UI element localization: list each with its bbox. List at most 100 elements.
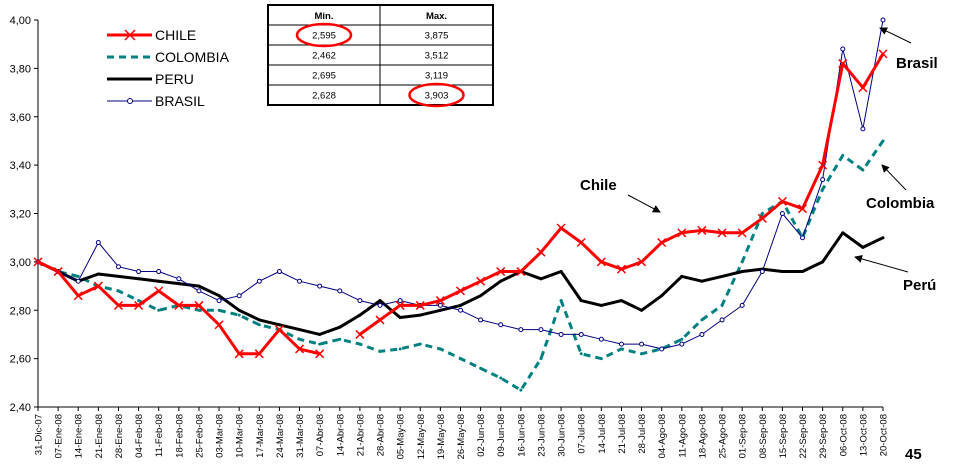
data-point-peru bbox=[116, 274, 120, 278]
data-point-brasil bbox=[95, 240, 101, 246]
x-tick-label: 16-Jun-08 bbox=[516, 414, 527, 457]
y-tick-label: 3,40 bbox=[10, 160, 31, 172]
data-point-chile bbox=[637, 257, 647, 267]
x-tick-label: 05-May-08 bbox=[396, 414, 407, 459]
data-point-chile bbox=[53, 267, 63, 277]
data-point-brasil bbox=[437, 302, 443, 308]
data-point-colombia bbox=[318, 342, 322, 346]
data-point-brasil bbox=[880, 17, 886, 23]
x-tick-label: 28-Jul-08 bbox=[637, 414, 648, 454]
x-tick-label: 17-Mar-08 bbox=[255, 414, 266, 458]
data-point-colombia bbox=[881, 139, 885, 143]
data-point-peru bbox=[257, 318, 261, 322]
stats-table-cell-min: 2,695 bbox=[312, 71, 336, 82]
data-point-colombia bbox=[137, 299, 141, 303]
data-point-brasil bbox=[598, 336, 604, 342]
x-tick-label: 07-Abr-08 bbox=[315, 414, 326, 456]
data-point-colombia bbox=[720, 303, 724, 307]
data-point-brasil bbox=[739, 302, 745, 308]
stats-table-cell-max: 3,512 bbox=[425, 51, 449, 62]
x-tick-label: 13-Oct-08 bbox=[858, 414, 869, 456]
x-tick-label: 21-Jul-08 bbox=[617, 414, 628, 454]
data-point-chile bbox=[455, 286, 466, 296]
legend: CHILE COLOMBIA PERU BRASIL bbox=[107, 27, 230, 109]
data-point-colombia bbox=[157, 308, 161, 312]
data-point-colombia bbox=[700, 318, 704, 322]
data-point-peru bbox=[640, 308, 644, 312]
x-tick-label: 18-Feb-08 bbox=[174, 414, 185, 458]
annotation-arrow-colombia bbox=[881, 164, 907, 191]
data-point-chile bbox=[878, 49, 888, 59]
data-point-peru bbox=[579, 299, 583, 303]
data-point-brasil bbox=[377, 302, 383, 308]
data-point-peru bbox=[438, 308, 442, 312]
x-tick-label: 09-Jun-08 bbox=[496, 414, 507, 457]
x-tick-label: 28-Ene-08 bbox=[114, 414, 125, 458]
data-point-brasil bbox=[759, 269, 765, 275]
data-point-brasil bbox=[176, 276, 182, 282]
annotation-peru: Perú bbox=[903, 277, 936, 294]
data-point-chile bbox=[717, 228, 727, 238]
data-point-chile bbox=[254, 349, 264, 359]
x-tick-label: 14-Abr-08 bbox=[335, 414, 346, 456]
data-point-chile bbox=[355, 329, 365, 339]
data-point-peru bbox=[619, 299, 623, 303]
x-tick-label: 04-Feb-08 bbox=[134, 414, 145, 458]
data-point-peru bbox=[318, 332, 322, 336]
y-tick-label: 2,80 bbox=[10, 305, 31, 317]
data-point-colombia bbox=[640, 352, 644, 356]
y-tick-label: 2,60 bbox=[10, 354, 31, 366]
annotation-arrow-brasil bbox=[879, 27, 912, 44]
data-point-brasil bbox=[558, 331, 564, 337]
data-point-colombia bbox=[821, 187, 825, 191]
data-point-brasil bbox=[397, 298, 403, 304]
data-point-peru bbox=[197, 284, 201, 288]
annotation-chile: Chile bbox=[580, 177, 617, 194]
data-point-chile bbox=[154, 286, 164, 296]
data-point-peru bbox=[137, 277, 141, 281]
data-point-chile bbox=[214, 320, 224, 330]
x-tick-label: 04-Ago-08 bbox=[657, 414, 668, 458]
legend-marker-chile bbox=[124, 29, 136, 41]
data-point-peru bbox=[841, 231, 845, 235]
data-point-peru bbox=[217, 294, 221, 298]
data-point-chile bbox=[737, 228, 747, 238]
data-point-peru bbox=[418, 313, 422, 317]
data-point-brasil bbox=[820, 177, 826, 183]
y-tick-label: 3,60 bbox=[10, 112, 31, 124]
annotations: Brasil Chile Colombia Perú bbox=[580, 27, 938, 294]
data-point-colombia bbox=[358, 342, 362, 346]
data-point-colombia bbox=[378, 349, 382, 353]
x-tick-label: 22-Sep-08 bbox=[798, 414, 809, 458]
x-tick-label: 01-Sep-08 bbox=[738, 414, 749, 458]
data-point-peru bbox=[358, 313, 362, 317]
data-point-peru bbox=[177, 282, 181, 286]
data-point-colombia bbox=[740, 260, 744, 264]
data-point-brasil bbox=[860, 126, 866, 132]
data-point-peru bbox=[720, 274, 724, 278]
data-point-chile bbox=[73, 291, 83, 301]
x-tick-label: 24-Mar-08 bbox=[275, 414, 286, 458]
data-point-colombia bbox=[257, 323, 261, 327]
data-point-chile bbox=[677, 228, 687, 238]
x-tick-label: 31-Mar-08 bbox=[295, 414, 306, 458]
data-point-brasil bbox=[538, 327, 544, 333]
data-point-brasil bbox=[578, 331, 584, 337]
data-point-peru bbox=[157, 279, 161, 283]
x-tick-label: 03-Mar-08 bbox=[215, 414, 226, 458]
data-point-peru bbox=[821, 260, 825, 264]
data-point-brasil bbox=[357, 298, 363, 304]
data-point-chile bbox=[134, 300, 144, 310]
x-tick-label: 14-Ene-08 bbox=[74, 414, 85, 458]
data-point-colombia bbox=[559, 299, 563, 303]
data-point-chile bbox=[375, 315, 385, 325]
data-point-colombia bbox=[499, 376, 503, 380]
data-point-colombia bbox=[539, 357, 543, 361]
data-point-peru bbox=[680, 274, 684, 278]
data-point-brasil bbox=[800, 235, 806, 241]
x-tick-label: 21-Ene-08 bbox=[94, 414, 105, 458]
data-point-brasil bbox=[196, 288, 202, 294]
data-point-brasil bbox=[297, 278, 303, 284]
highlight-circle-max bbox=[408, 82, 465, 108]
